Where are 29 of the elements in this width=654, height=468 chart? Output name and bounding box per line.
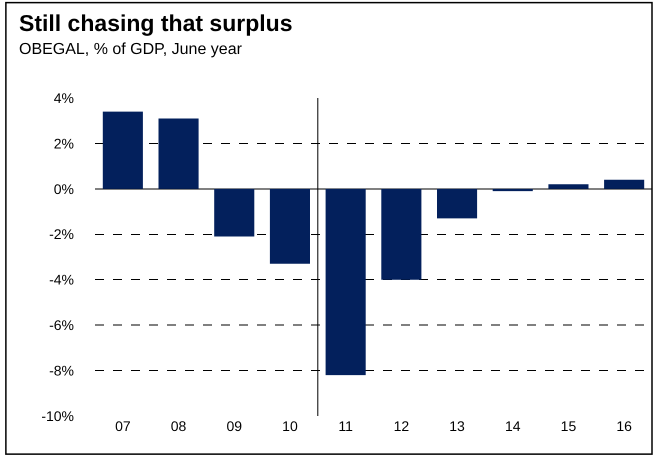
y-tick-label: -2% <box>49 226 74 242</box>
y-tick-label: 0% <box>54 180 74 197</box>
x-tick-label: 10 <box>282 418 298 434</box>
bar <box>214 188 254 237</box>
x-tick-label: 08 <box>170 418 187 434</box>
bar <box>548 184 588 189</box>
bar <box>437 188 478 218</box>
y-tick-label: -8% <box>49 362 74 378</box>
y-tick-label: -10% <box>41 408 74 424</box>
x-tick-label: 14 <box>504 418 521 434</box>
x-tick-label: 13 <box>449 418 466 434</box>
x-tick-label: 12 <box>394 418 410 434</box>
x-tick-label: 11 <box>338 418 354 434</box>
bar <box>102 112 143 189</box>
x-tick-label: 09 <box>226 418 242 434</box>
chart-title: Still chasing that surplus <box>19 10 292 36</box>
bar <box>158 118 199 189</box>
bar <box>270 188 310 264</box>
y-tick-label: -4% <box>49 272 74 288</box>
x-tick-label: 16 <box>616 418 632 434</box>
bar <box>381 188 422 280</box>
x-tick-label: 07 <box>115 418 131 434</box>
y-tick-label: 4% <box>54 90 74 106</box>
y-tick-label: 2% <box>54 135 74 152</box>
x-tick-label: 15 <box>560 418 576 434</box>
chart-subtitle: OBEGAL, % of GDP, June year <box>19 41 243 58</box>
bar <box>604 180 644 189</box>
bar <box>326 188 366 376</box>
y-tick-label: -6% <box>49 317 74 334</box>
